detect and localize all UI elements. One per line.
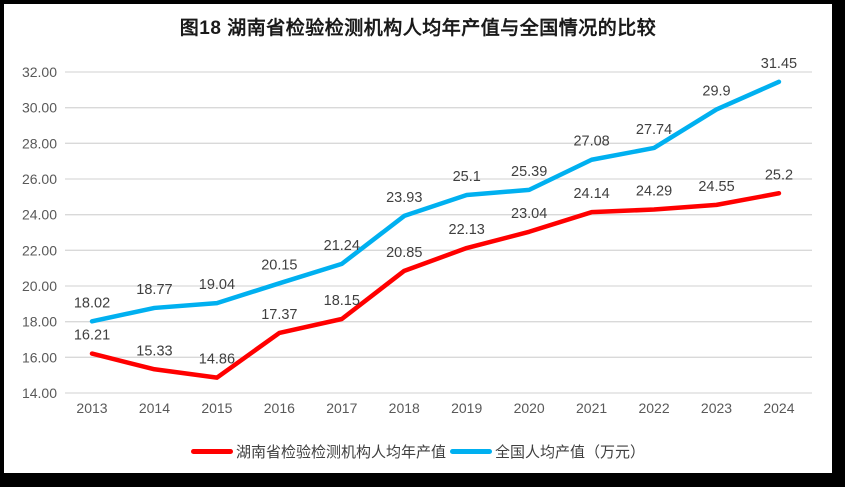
data-label: 14.86 <box>199 352 235 368</box>
data-label: 31.45 <box>761 56 797 72</box>
data-label: 21.24 <box>324 238 360 254</box>
x-tick-label: 2022 <box>638 400 669 416</box>
y-tick-label: 16.00 <box>22 349 57 365</box>
series-line-1 <box>89 79 782 324</box>
y-tick-label: 22.00 <box>22 242 57 258</box>
legend-line-hunan-icon <box>190 449 233 454</box>
legend-item-hunan: 湖南省检验检测机构人均年产值 <box>190 441 446 462</box>
x-tick-label: 2020 <box>514 400 545 416</box>
data-label: 25.2 <box>765 167 793 183</box>
chart-container: 图18 湖南省检验检测机构人均年产值与全国情况的比较 14.00 16.00 18.… <box>4 4 832 473</box>
data-label: 24.14 <box>573 186 609 202</box>
data-label: 20.85 <box>386 245 422 261</box>
legend-label-hunan: 湖南省检验检测机构人均年产值 <box>235 444 446 461</box>
data-label: 27.08 <box>573 134 609 150</box>
x-tick-label: 2019 <box>451 400 482 416</box>
data-label: 16.21 <box>74 328 110 344</box>
y-tick-label: 28.00 <box>22 135 57 151</box>
data-label: 25.1 <box>453 169 481 185</box>
chart-title: 图18 湖南省检验检测机构人均年产值与全国情况的比较 <box>179 18 657 39</box>
data-label: 19.04 <box>199 277 235 293</box>
y-tick-label: 30.00 <box>22 100 57 116</box>
x-tick-label: 2023 <box>701 400 732 416</box>
x-tick-label: 2018 <box>389 400 420 416</box>
data-label: 27.74 <box>636 122 672 138</box>
data-label: 18.15 <box>324 293 360 309</box>
y-tick-label: 18.00 <box>22 314 57 330</box>
x-tick-label: 2024 <box>763 400 794 416</box>
data-label: 15.33 <box>136 343 172 359</box>
data-label: 17.37 <box>261 307 297 323</box>
data-label: 24.55 <box>698 179 734 195</box>
x-tick-label: 2013 <box>76 400 107 416</box>
data-label: 18.02 <box>74 295 110 311</box>
x-tick-label: 2015 <box>201 400 232 416</box>
y-tick-label: 32.00 <box>22 64 57 80</box>
data-label: 23.93 <box>386 190 422 206</box>
y-tick-label: 20.00 <box>22 278 57 294</box>
x-tick-label: 2014 <box>139 400 170 416</box>
data-label: 23.04 <box>511 206 547 222</box>
data-label: 24.29 <box>636 183 672 199</box>
y-tick-label: 26.00 <box>22 171 57 187</box>
data-label: 20.15 <box>261 257 297 273</box>
y-tick-label: 14.00 <box>22 385 57 401</box>
data-label: 18.77 <box>136 282 172 298</box>
line-chart-plot: 14.00 16.00 18.00 20.00 22.00 24.00 26.00 28.00… <box>22 56 812 416</box>
data-label: 22.13 <box>449 222 485 238</box>
data-label: 29.9 <box>702 83 730 99</box>
y-tick-label: 24.00 <box>22 207 57 223</box>
series-line-0 <box>89 191 782 380</box>
chart-legend: 湖南省检验检测机构人均年产值 全国人均产值（万元） <box>4 441 832 462</box>
legend-item-national: 全国人均产值（万元） <box>450 441 645 462</box>
data-label: 25.39 <box>511 164 547 180</box>
x-tick-label: 2016 <box>264 400 295 416</box>
x-tick-label: 2021 <box>576 400 607 416</box>
legend-line-national-icon <box>450 449 492 454</box>
legend-label-national: 全国人均产值（万元） <box>495 444 646 461</box>
x-tick-label: 2017 <box>326 400 357 416</box>
